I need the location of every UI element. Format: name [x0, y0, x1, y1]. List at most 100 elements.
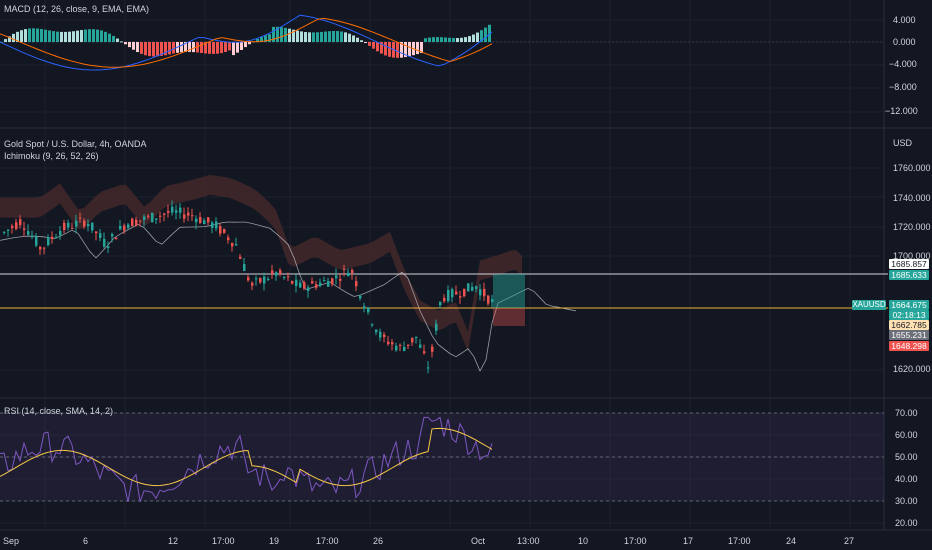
macd-histogram-bar — [440, 37, 443, 42]
macd-histogram-bar — [332, 30, 335, 42]
macd-histogram-bar — [180, 42, 183, 53]
candle-body — [391, 342, 394, 345]
macd-histogram-bar — [112, 35, 115, 42]
macd-histogram-bar — [24, 29, 27, 42]
macd-histogram-bar — [16, 31, 19, 42]
candle-body — [331, 278, 334, 285]
macd-histogram-bar — [480, 30, 483, 42]
candle-body — [179, 207, 182, 213]
candle-body — [383, 334, 386, 338]
candle-body — [175, 210, 178, 213]
candle-body — [423, 351, 426, 354]
price-tick: 1760.000 — [893, 163, 931, 173]
candle-body — [351, 270, 354, 274]
candle-body — [327, 281, 330, 287]
macd-histogram-bar — [92, 29, 95, 42]
macd-histogram-bar — [356, 37, 359, 42]
macd-histogram-bar — [52, 31, 55, 42]
candle-body — [295, 279, 298, 286]
candle-body — [203, 220, 206, 225]
candle-body — [415, 336, 418, 338]
macd-histogram-bar — [260, 36, 263, 42]
macd-histogram-bar — [12, 33, 15, 42]
macd-histogram-bar — [288, 28, 291, 42]
candle-body — [35, 236, 38, 246]
macd-histogram-bar — [84, 29, 87, 42]
candle-body — [479, 289, 482, 296]
candle-body — [159, 215, 162, 217]
macd-histogram-bar — [184, 42, 187, 52]
candle-body — [111, 234, 114, 237]
time-tick: 24 — [786, 536, 797, 546]
candle-body — [439, 301, 442, 306]
candle-body — [151, 213, 154, 223]
candle-body — [431, 346, 434, 352]
macd-histogram-bar — [360, 40, 363, 42]
macd-histogram-bar — [76, 30, 79, 42]
time-tick: 12 — [168, 536, 179, 546]
candle-body — [343, 268, 346, 271]
candle-body — [211, 222, 214, 228]
macd-histogram-bar — [324, 31, 327, 42]
macd-tick: −4.000 — [889, 59, 917, 69]
macd-histogram-bar — [436, 37, 439, 42]
macd-histogram-bar — [204, 42, 207, 54]
candle-body — [315, 284, 318, 288]
candle-body — [23, 228, 26, 230]
macd-histogram-bar — [8, 36, 11, 42]
rsi-line — [0, 416, 493, 503]
macd-histogram-bar — [300, 31, 303, 42]
candle-body — [247, 277, 250, 281]
macd-histogram-bar — [384, 42, 387, 56]
candle-body — [7, 229, 10, 231]
candle-body — [187, 212, 190, 216]
candle-body — [435, 323, 438, 331]
macd-histogram-bar — [96, 29, 99, 42]
rsi-tick: 50.00 — [895, 452, 918, 462]
stop-zone — [493, 308, 525, 326]
candle-body — [79, 217, 82, 219]
candle-body — [99, 233, 102, 238]
macd-histogram-bar — [152, 42, 155, 57]
candle-body — [463, 288, 466, 297]
macd-histogram-bar — [244, 42, 247, 48]
candle-body — [11, 225, 14, 228]
macd-histogram-bar — [144, 42, 147, 56]
price-tick: 1700.000 — [893, 251, 931, 261]
macd-histogram-bar — [328, 31, 331, 42]
macd-histogram-bar — [88, 29, 91, 42]
macd-histogram-bar — [372, 42, 375, 49]
macd-histogram-bar — [56, 31, 59, 42]
macd-histogram-bar — [136, 42, 139, 53]
candle-body — [207, 217, 210, 223]
macd-histogram-bar — [368, 42, 371, 46]
macd-histogram-bar — [28, 28, 31, 42]
macd-histogram-bar — [124, 42, 127, 45]
candle-body — [183, 214, 186, 219]
macd-histogram-bar — [240, 42, 243, 50]
macd-histogram-bar — [380, 42, 383, 54]
macd-histogram-bar — [364, 42, 367, 44]
macd-histogram-bar — [224, 42, 227, 52]
macd-histogram-bar — [264, 35, 267, 42]
price-tag-t3: 1648.298 — [889, 341, 929, 351]
macd-histogram-bar — [68, 31, 71, 42]
macd-histogram-bar — [132, 42, 135, 50]
candle-body — [259, 277, 262, 283]
candle-body — [31, 235, 34, 238]
macd-histogram-bar — [432, 37, 435, 42]
candle-body — [115, 237, 118, 240]
candle-body — [459, 296, 462, 298]
candle-body — [263, 276, 266, 284]
candle-body — [267, 278, 270, 280]
candle-body — [355, 281, 358, 287]
candle-body — [19, 219, 22, 226]
macd-histogram-bar — [352, 35, 355, 42]
macd-histogram-bar — [348, 33, 351, 42]
candle-body — [139, 220, 142, 222]
time-tick: 26 — [373, 536, 384, 546]
macd-histogram-bar — [476, 32, 479, 42]
candle-body — [319, 282, 322, 286]
macd-histogram-bar — [160, 42, 163, 56]
